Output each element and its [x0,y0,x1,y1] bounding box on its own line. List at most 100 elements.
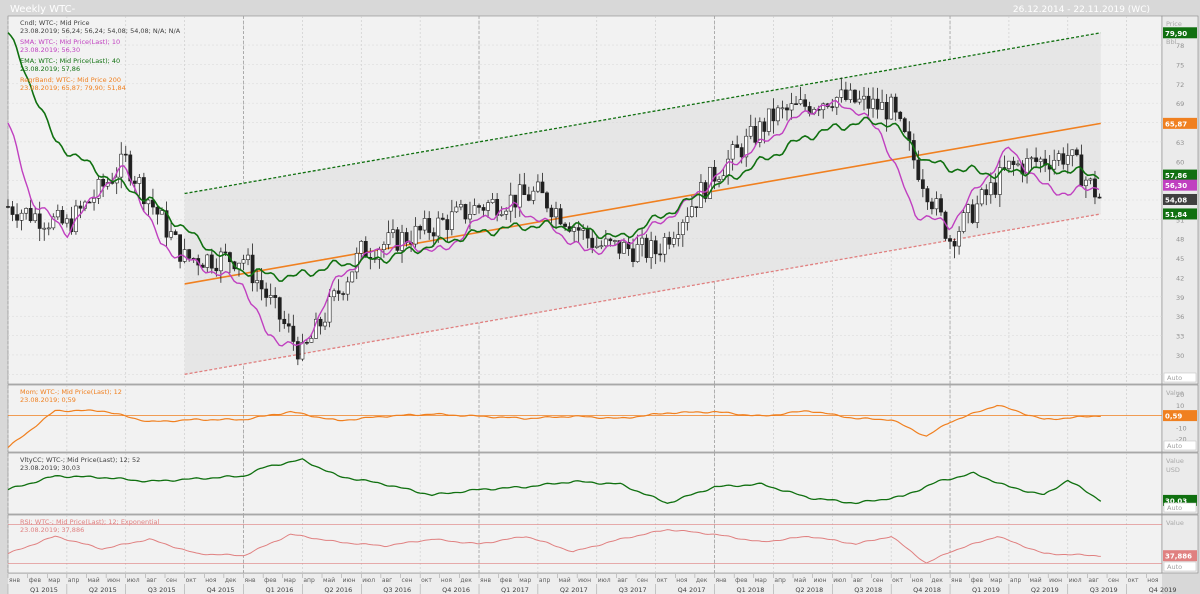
candle-body [327,296,332,323]
candle-body [436,217,441,237]
vlty-axis-title: USD [1166,466,1180,474]
quarter-label: Q1 2019 [972,586,1000,594]
candle-body [952,241,957,247]
rsi-panel[interactable]: RSI; WTC-; Mid Price(Last); 12; Exponent… [7,514,1199,574]
candle-body [164,210,169,238]
candle-body [970,204,975,223]
quarter-label: Q2 2017 [560,586,588,594]
month-label: дек [696,577,708,584]
candle-body [178,234,183,262]
candle-body [925,188,930,203]
quarter-label: Q2 2016 [324,586,352,594]
month-label: мар [519,577,531,584]
price-panel[interactable]: 273033363942454851545760636669727578Pric… [6,15,1199,385]
candle-body [350,271,355,283]
candle-body [517,184,522,208]
price-badge-bg [1163,193,1197,205]
candle-body [78,205,83,209]
month-label: июл [1069,577,1082,584]
candle-body [187,249,192,259]
candle-body [984,189,989,196]
candle-body [889,96,894,120]
month-label: сен [166,577,177,584]
candle-body [395,229,400,251]
candle-body [110,182,115,184]
candle-body [472,205,477,215]
quarter-label: Q3 2017 [619,586,647,594]
candle-body [323,321,327,327]
price-tick-label: 60 [1176,158,1184,166]
candle-body [540,181,545,194]
month-label: июн [107,577,120,584]
candle-body [667,237,672,245]
price-badge: 51,84 [1165,211,1187,219]
candle-body [300,341,305,360]
rsi-legend-title: RSI; WTC-; Mid Price(Last); 12; Exponent… [20,518,159,526]
candle-body [617,240,622,254]
month-label: ноя [205,577,217,584]
candle-body [880,102,885,110]
candle-body [259,280,264,290]
candle-body [504,210,509,215]
candle-body [10,206,15,215]
candle-body [6,206,10,208]
candle-body [418,225,423,231]
month-label: май [323,577,335,584]
month-label: июн [343,577,356,584]
rsi-badge: 37,886 [1165,553,1192,561]
candle-body [1011,160,1016,165]
rsi-axis-title: Value [1166,519,1184,527]
price-badge: 54,08 [1165,196,1187,204]
price-axis-title: Price [1166,20,1182,28]
candle-body [875,98,880,110]
price-tick-label: 75 [1176,61,1184,69]
candle-body [1061,153,1066,165]
candle-body [132,180,137,184]
candle-body [1097,196,1102,199]
quarter-label: Q3 2015 [148,586,176,594]
main-auto-button-bg [1163,372,1197,383]
candle-body [685,216,690,223]
candle-body [622,242,626,254]
month-label: фев [971,577,984,584]
candle-body [123,153,128,156]
candle-body [522,184,527,196]
month-label: окт [421,577,432,584]
candle-body [481,207,486,211]
mom-legend-title: Mom; WTC-; Mid Price(Last); 12 [20,388,122,396]
candle-body [359,241,364,254]
vlty-legend-values: 23.08.2019; 30,03 [20,464,80,472]
quarter-label: Q1 2017 [501,586,529,594]
candle-body [821,103,826,111]
candle-body [993,182,998,195]
price-tick-label: 78 [1176,42,1184,50]
month-label: июл [127,577,140,584]
month-label: ноя [676,577,688,584]
month-label: дек [460,577,472,584]
month-label: сен [873,577,884,584]
volatility-panel[interactable]: VltyCC; WTC-; Mid Price(Last); 12; 5223.… [7,452,1199,515]
candle-body [87,201,92,204]
candle-body [902,118,907,132]
candle-body [988,182,993,196]
candle-body [871,98,875,109]
month-label: июн [814,577,827,584]
month-label: апр [539,577,551,584]
vlty-plot-area [7,452,1163,515]
candle-body [309,338,314,343]
candle-body [712,166,717,182]
candle-body [332,290,336,298]
rsi-legend-values: 23.08.2019; 37,886 [20,526,84,534]
rsi-auto-button-bg [1163,561,1197,572]
candle-body [1074,149,1079,156]
time-axis: янв фев мар апр май июн июл авг сен окт ноя дек янв ф… [7,574,1177,594]
candle-body [662,237,667,255]
quarter-label: Q4 2018 [913,586,941,594]
quarter-label: Q4 2017 [678,586,706,594]
chart-date-range: 26.12.2014 - 22.11.2019 (WC) [1013,5,1150,15]
candle-body [1007,160,1011,169]
candle-body [341,293,346,295]
candle-body [748,126,753,137]
